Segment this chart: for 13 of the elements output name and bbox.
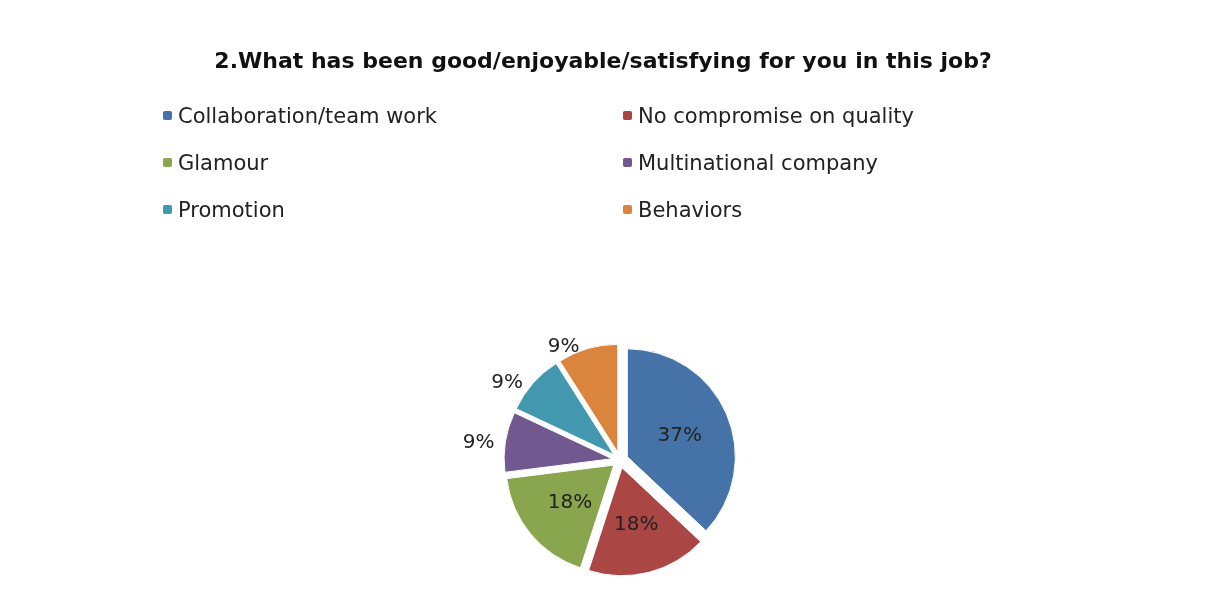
legend-label: No compromise on quality <box>638 103 914 128</box>
data-label: 18% <box>547 489 593 514</box>
chart-title: 2.What has been good/enjoyable/satisfying for you in this job? <box>214 47 992 73</box>
legend-label: Multinational company <box>638 150 878 175</box>
data-label: 37% <box>657 422 702 447</box>
data-label: 9% <box>547 332 580 357</box>
legend-label: Collaboration/team work <box>178 103 438 128</box>
data-label: 9% <box>491 368 523 393</box>
data-label: 18% <box>613 510 659 535</box>
legend-label: Glamour <box>178 150 269 175</box>
legend-label: Behaviors <box>638 197 743 222</box>
data-label: 9% <box>462 429 495 454</box>
legend-label: Promotion <box>178 197 285 222</box>
